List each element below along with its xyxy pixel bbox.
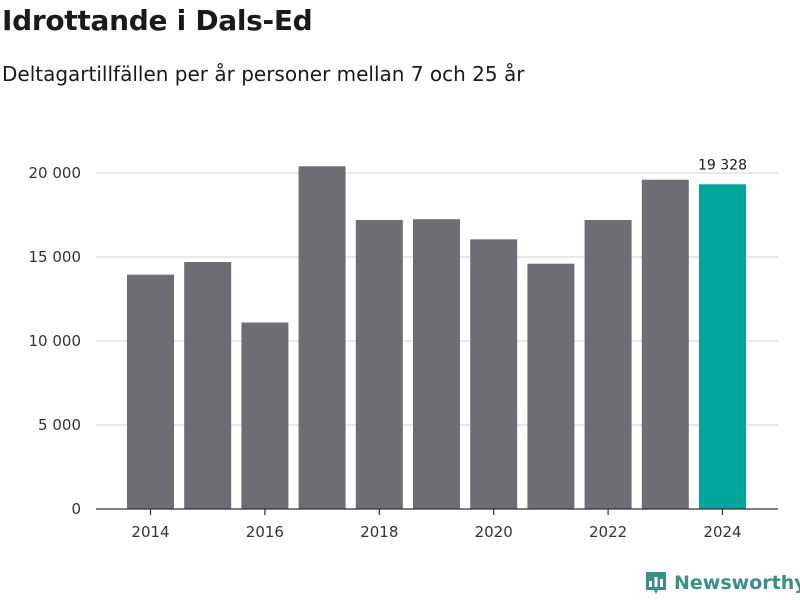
x-tick-label: 2016 xyxy=(246,523,284,541)
bars xyxy=(127,166,746,510)
x-tick-label: 2018 xyxy=(360,523,398,541)
y-tick-label: 15 000 xyxy=(29,248,82,266)
y-tick-label: 10 000 xyxy=(29,332,82,350)
chart-title: Idrottande i Dals-Ed xyxy=(2,4,313,37)
x-tick-label: 2020 xyxy=(475,523,513,541)
chart-subtitle: Deltagartillfällen per år personer mella… xyxy=(2,62,525,86)
bar-2016 xyxy=(241,322,289,509)
labels: 0 5 000 10 000 15 000 20 000 2014 2016 2018 2020… xyxy=(29,157,748,541)
bar-2022 xyxy=(584,220,632,510)
bar-2020 xyxy=(470,239,518,510)
axes xyxy=(96,508,778,515)
bar-2017 xyxy=(298,166,346,509)
y-tick-label: 5 000 xyxy=(38,416,81,434)
x-tick-label: 2024 xyxy=(703,523,741,541)
y-tick-label: 20 000 xyxy=(29,164,82,182)
bar-2015 xyxy=(184,262,232,509)
brand-name: Newsworthy xyxy=(674,572,800,594)
bar-2024 xyxy=(699,184,746,509)
bar-2018 xyxy=(355,220,403,510)
x-tick-label: 2022 xyxy=(589,523,627,541)
bar-2019 xyxy=(413,219,460,509)
bar-2023 xyxy=(641,179,689,509)
y-tick-label: 0 xyxy=(71,500,81,518)
data-label-2024: 19 328 xyxy=(698,157,747,173)
bar-chart-logo-icon xyxy=(646,572,666,594)
bar-2021 xyxy=(527,263,575,509)
x-tick-label: 2014 xyxy=(131,523,169,541)
newsworthy-logo: Newsworthy xyxy=(644,570,800,596)
bar-2014 xyxy=(127,274,174,509)
